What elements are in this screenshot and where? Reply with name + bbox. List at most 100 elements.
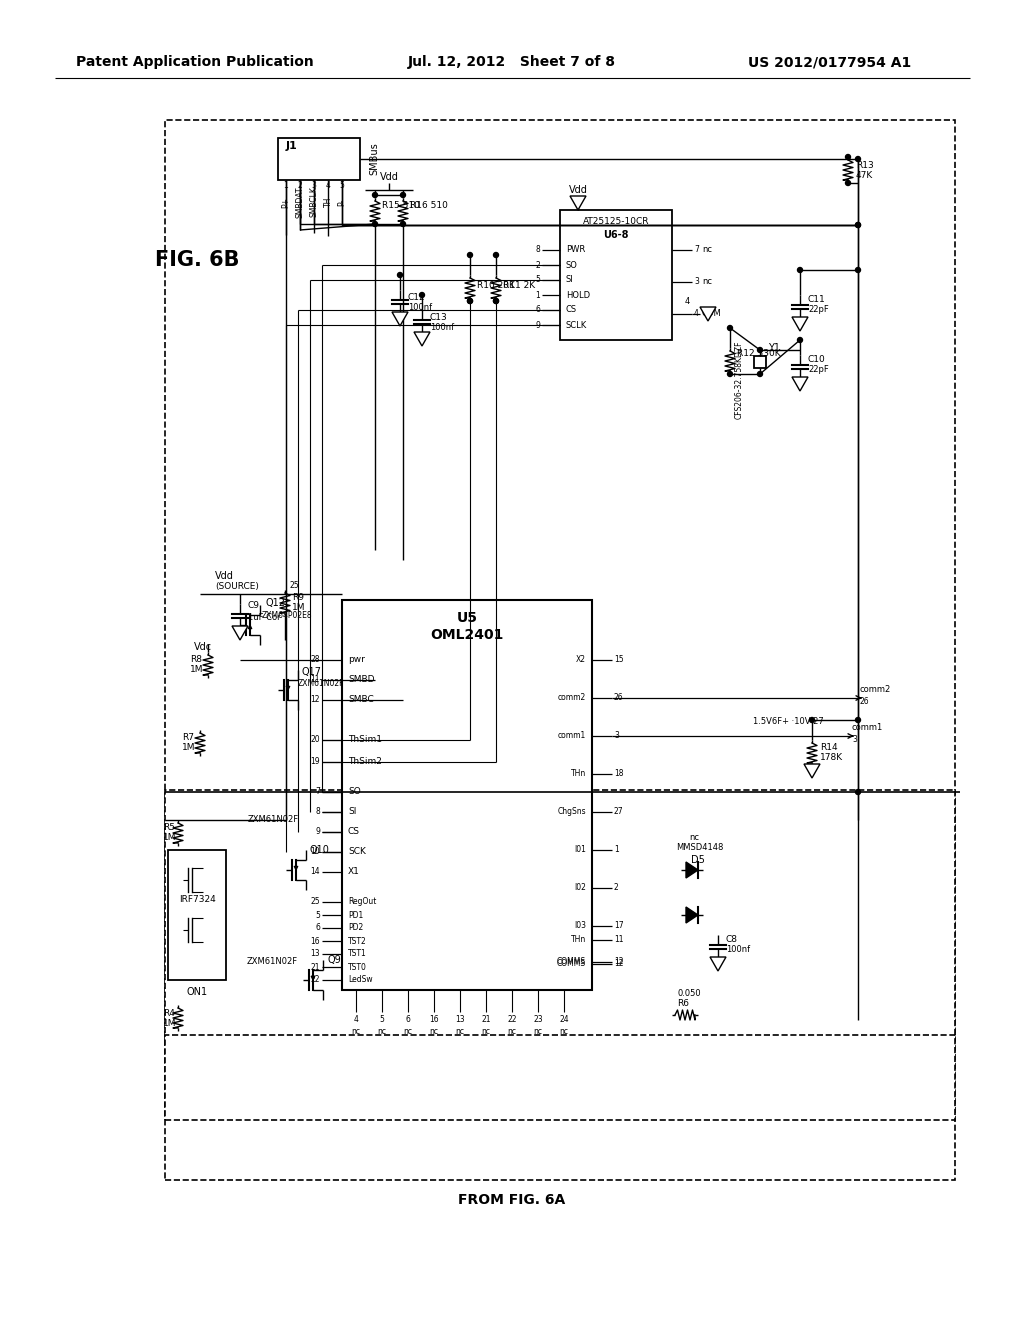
Text: 3: 3 (852, 735, 857, 744)
Polygon shape (804, 764, 820, 777)
Text: SI: SI (566, 276, 573, 285)
Text: ThSim2: ThSim2 (348, 758, 382, 767)
Circle shape (846, 154, 851, 160)
Text: X1: X1 (348, 867, 359, 876)
Text: 13: 13 (456, 1015, 465, 1024)
Text: PWR: PWR (566, 246, 586, 255)
Circle shape (373, 193, 378, 198)
Text: 18: 18 (614, 770, 624, 779)
Circle shape (846, 181, 851, 186)
Text: 28: 28 (310, 656, 319, 664)
Text: 4: 4 (353, 1015, 358, 1024)
Polygon shape (710, 957, 726, 972)
Text: 26: 26 (614, 693, 624, 702)
Text: 9: 9 (315, 828, 319, 837)
Text: SMBC: SMBC (348, 696, 374, 705)
Text: nc: nc (481, 1027, 490, 1036)
Text: Q9: Q9 (327, 954, 341, 965)
Text: C12: C12 (408, 293, 426, 302)
Text: 19: 19 (310, 758, 319, 767)
Circle shape (373, 222, 378, 227)
Text: 2: 2 (298, 181, 302, 190)
Text: 8: 8 (315, 808, 319, 817)
Text: 4: 4 (684, 297, 689, 306)
Text: Q12: Q12 (266, 598, 286, 609)
Text: 1: 1 (614, 846, 618, 854)
Circle shape (798, 338, 803, 342)
Text: 4: 4 (326, 181, 331, 190)
Text: 1M: 1M (292, 603, 305, 612)
Text: 2: 2 (614, 883, 618, 892)
Polygon shape (414, 333, 430, 346)
Text: 16: 16 (429, 1015, 439, 1024)
Text: 22pF: 22pF (808, 364, 828, 374)
Text: 47K: 47K (856, 170, 873, 180)
Text: 27: 27 (614, 808, 624, 817)
Text: SI: SI (348, 808, 356, 817)
Circle shape (855, 223, 860, 227)
Circle shape (855, 157, 860, 161)
Text: 1M: 1M (190, 665, 204, 675)
Bar (168, 850, 226, 979)
Text: nc: nc (689, 833, 699, 842)
Circle shape (855, 718, 860, 722)
Text: ZXM61N02F: ZXM61N02F (248, 816, 299, 825)
Text: SCK: SCK (348, 847, 366, 857)
Text: HOLD: HOLD (566, 290, 590, 300)
Text: nc: nc (351, 1027, 360, 1036)
Text: R16 510: R16 510 (410, 201, 447, 210)
Text: R14: R14 (820, 743, 838, 752)
Text: I02: I02 (574, 883, 586, 892)
Text: R13: R13 (856, 161, 873, 169)
Circle shape (494, 298, 499, 304)
Text: C11: C11 (808, 294, 825, 304)
Text: 10: 10 (310, 847, 319, 857)
Circle shape (400, 193, 406, 198)
Bar (165, 1035, 955, 1119)
Polygon shape (686, 862, 698, 878)
Text: US 2012/0177954 A1: US 2012/0177954 A1 (749, 55, 911, 69)
Text: nc: nc (702, 246, 712, 255)
Text: 13: 13 (310, 949, 319, 958)
Text: TST2: TST2 (348, 936, 367, 945)
Circle shape (397, 272, 402, 277)
Circle shape (810, 718, 814, 722)
Text: J1: J1 (286, 141, 298, 150)
Text: comm2: comm2 (558, 693, 586, 702)
Text: 1M: 1M (182, 743, 196, 752)
Text: Jul. 12, 2012   Sheet 7 of 8: Jul. 12, 2012 Sheet 7 of 8 (408, 55, 616, 69)
Text: FIG. 6B: FIG. 6B (155, 249, 240, 271)
Circle shape (727, 326, 732, 330)
Circle shape (758, 371, 763, 376)
Text: TH: TH (324, 197, 333, 207)
Text: Vdc: Vdc (194, 642, 212, 652)
Text: 1: 1 (536, 290, 540, 300)
Text: 7: 7 (315, 788, 319, 796)
Text: THn: THn (570, 770, 586, 779)
Circle shape (758, 347, 763, 352)
Text: pwr: pwr (348, 656, 365, 664)
Text: C10: C10 (808, 355, 825, 363)
Polygon shape (700, 308, 716, 321)
Text: 15: 15 (614, 656, 624, 664)
Text: 8: 8 (536, 246, 540, 255)
Text: 1uF Cor: 1uF Cor (248, 614, 281, 623)
Text: R7: R7 (182, 734, 194, 742)
Text: SO: SO (348, 788, 360, 796)
Text: (SOURCE): (SOURCE) (215, 582, 259, 590)
Text: 100nf: 100nf (408, 304, 432, 313)
Text: 17: 17 (614, 921, 624, 931)
Text: 1M: 1M (163, 1019, 176, 1027)
Text: 178K: 178K (820, 754, 843, 763)
Bar (560, 210, 672, 341)
Text: nc: nc (559, 1027, 568, 1036)
Text: 6: 6 (315, 924, 319, 932)
Text: R8: R8 (190, 656, 202, 664)
Text: 24: 24 (559, 1015, 568, 1024)
Text: R15 510: R15 510 (382, 201, 420, 210)
Text: I03: I03 (574, 921, 586, 931)
Text: 5: 5 (380, 1015, 384, 1024)
Text: PD1: PD1 (348, 911, 364, 920)
Text: CS: CS (348, 828, 360, 837)
Polygon shape (792, 378, 808, 391)
